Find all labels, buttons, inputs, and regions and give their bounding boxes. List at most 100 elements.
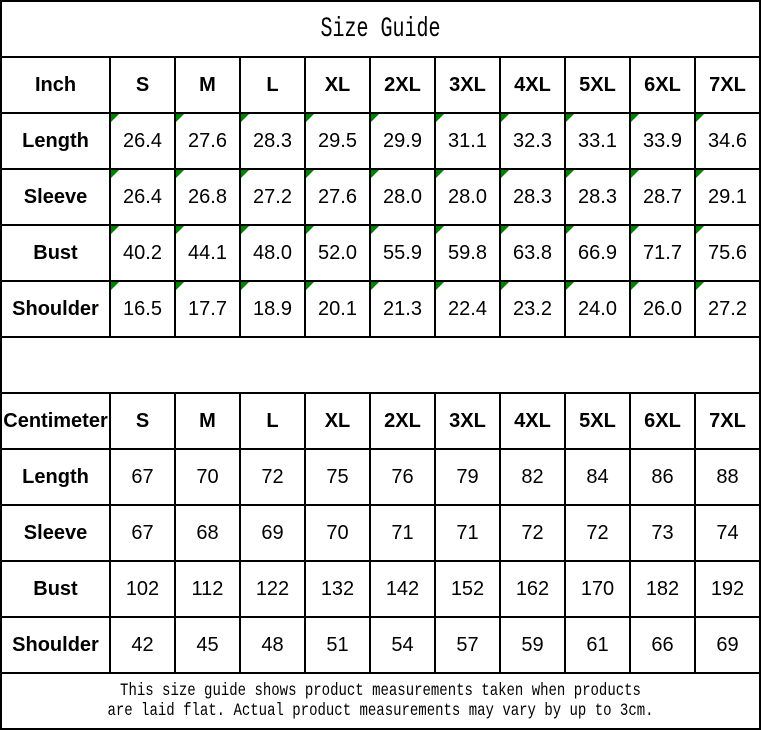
value-cell: 72 [499, 504, 566, 562]
value-cell: 132 [304, 560, 371, 618]
value-cell: 70 [174, 448, 241, 506]
value-cell: 102 [109, 560, 176, 618]
value-cell: 86 [629, 448, 696, 506]
value-cell: 162 [499, 560, 566, 618]
row-label-shoulder: Shoulder [0, 280, 111, 338]
value-cell: 26.4 [109, 168, 176, 226]
value-cell: 69 [239, 504, 306, 562]
value-cell: 112 [174, 560, 241, 618]
row-label-bust: Bust [0, 560, 111, 618]
footer-row: This size guide shows product measuremen… [0, 672, 761, 730]
value-cell: 33.9 [629, 112, 696, 170]
size-header-2xl: 2XL [369, 392, 436, 450]
row-label-bust: Bust [0, 224, 111, 282]
value-cell: 27.6 [174, 112, 241, 170]
value-cell: 59.8 [434, 224, 501, 282]
value-cell: 55.9 [369, 224, 436, 282]
size-header-2xl: 2XL [369, 56, 436, 114]
page-title-text: Size Guide [320, 12, 441, 46]
value-cell: 71.7 [629, 224, 696, 282]
size-header-3xl: 3XL [434, 56, 501, 114]
value-cell: 75.6 [694, 224, 761, 282]
title-row: Size Guide [0, 0, 761, 58]
row-label-length: Length [0, 448, 111, 506]
unit-header-inch: Inch [0, 56, 111, 114]
value-cell: 75 [304, 448, 371, 506]
size-header-6xl: 6XL [629, 392, 696, 450]
size-header-7xl: 7XL [694, 392, 761, 450]
value-cell: 28.7 [629, 168, 696, 226]
value-cell: 27.2 [239, 168, 306, 226]
value-cell: 66 [629, 616, 696, 674]
value-cell: 170 [564, 560, 631, 618]
value-cell: 72 [564, 504, 631, 562]
value-cell: 26.8 [174, 168, 241, 226]
inch-length-row: Length 26.4 27.6 28.3 29.5 29.9 31.1 32.… [0, 112, 761, 170]
footer-note-line-1: This size guide shows product measuremen… [120, 681, 641, 701]
inch-shoulder-row: Shoulder 16.5 17.7 18.9 20.1 21.3 22.4 2… [0, 280, 761, 338]
value-cell: 72 [239, 448, 306, 506]
cm-bust-row: Bust 102 112 122 132 142 152 162 170 182… [0, 560, 761, 618]
value-cell: 20.1 [304, 280, 371, 338]
value-cell: 88 [694, 448, 761, 506]
value-cell: 24.0 [564, 280, 631, 338]
cm-shoulder-row: Shoulder 42 45 48 51 54 57 59 61 66 69 [0, 616, 761, 674]
value-cell: 28.3 [239, 112, 306, 170]
cm-length-row: Length 67 70 72 75 76 79 82 84 86 88 [0, 448, 761, 506]
value-cell: 31.1 [434, 112, 501, 170]
size-header-l: L [239, 392, 306, 450]
value-cell: 70 [304, 504, 371, 562]
cm-sleeve-row: Sleeve 67 68 69 70 71 71 72 72 73 74 [0, 504, 761, 562]
value-cell: 182 [629, 560, 696, 618]
value-cell: 27.6 [304, 168, 371, 226]
cm-header-row: Centimeter S M L XL 2XL 3XL 4XL 5XL 6XL … [0, 392, 761, 450]
value-cell: 61 [564, 616, 631, 674]
size-header-4xl: 4XL [499, 56, 566, 114]
page-title: Size Guide [0, 0, 761, 58]
value-cell: 23.2 [499, 280, 566, 338]
footer-note-line-2: are laid flat. Actual product measuremen… [107, 701, 654, 721]
value-cell: 26.0 [629, 280, 696, 338]
spacer-cell [0, 336, 761, 394]
value-cell: 52.0 [304, 224, 371, 282]
value-cell: 45 [174, 616, 241, 674]
inch-header-row: Inch S M L XL 2XL 3XL 4XL 5XL 6XL 7XL [0, 56, 761, 114]
value-cell: 142 [369, 560, 436, 618]
value-cell: 28.0 [434, 168, 501, 226]
value-cell: 16.5 [109, 280, 176, 338]
value-cell: 48 [239, 616, 306, 674]
value-cell: 29.5 [304, 112, 371, 170]
value-cell: 26.4 [109, 112, 176, 170]
value-cell: 74 [694, 504, 761, 562]
value-cell: 73 [629, 504, 696, 562]
value-cell: 57 [434, 616, 501, 674]
value-cell: 48.0 [239, 224, 306, 282]
value-cell: 28.0 [369, 168, 436, 226]
value-cell: 32.3 [499, 112, 566, 170]
size-header-6xl: 6XL [629, 56, 696, 114]
value-cell: 79 [434, 448, 501, 506]
row-label-sleeve: Sleeve [0, 504, 111, 562]
size-header-xl: XL [304, 56, 371, 114]
size-header-7xl: 7XL [694, 56, 761, 114]
value-cell: 122 [239, 560, 306, 618]
value-cell: 152 [434, 560, 501, 618]
value-cell: 18.9 [239, 280, 306, 338]
inch-bust-row: Bust 40.2 44.1 48.0 52.0 55.9 59.8 63.8 … [0, 224, 761, 282]
value-cell: 17.7 [174, 280, 241, 338]
value-cell: 44.1 [174, 224, 241, 282]
value-cell: 82 [499, 448, 566, 506]
value-cell: 54 [369, 616, 436, 674]
value-cell: 59 [499, 616, 566, 674]
size-header-5xl: 5XL [564, 56, 631, 114]
value-cell: 27.2 [694, 280, 761, 338]
value-cell: 63.8 [499, 224, 566, 282]
size-header-l: L [239, 56, 306, 114]
value-cell: 69 [694, 616, 761, 674]
value-cell: 42 [109, 616, 176, 674]
value-cell: 71 [434, 504, 501, 562]
size-header-s: S [109, 56, 176, 114]
row-label-length: Length [0, 112, 111, 170]
